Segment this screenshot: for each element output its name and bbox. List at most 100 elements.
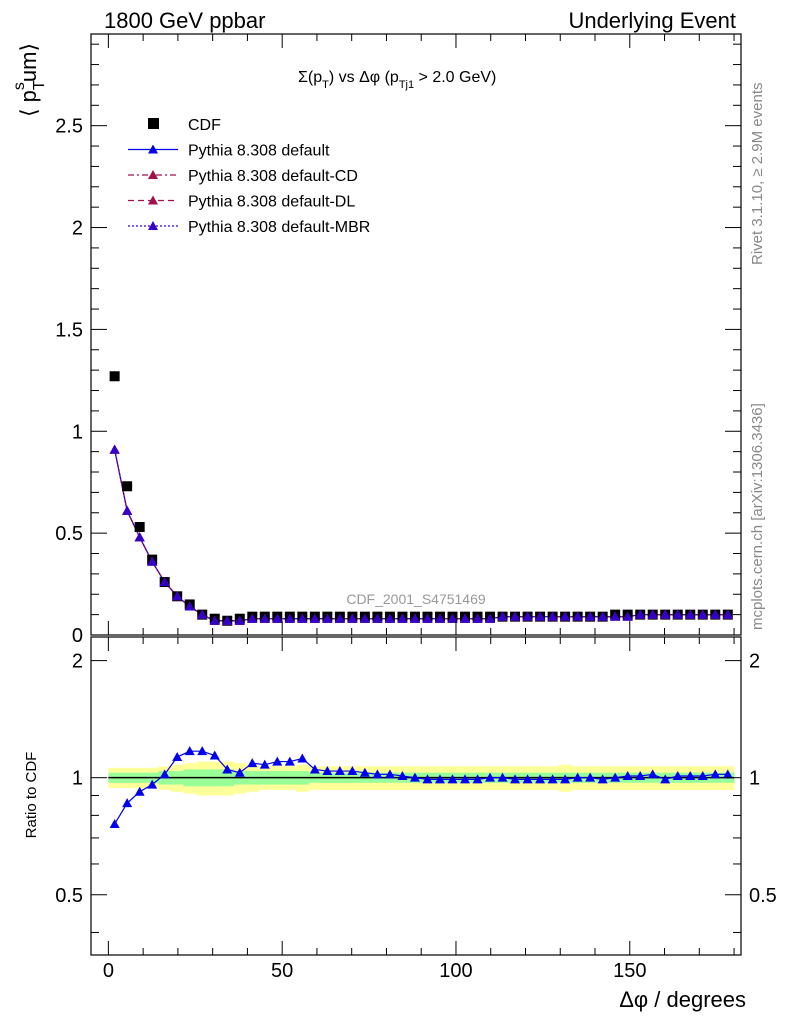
- ratio-point: [460, 774, 471, 784]
- main-ylabel: ⟨ pTsum⟩: [11, 43, 48, 117]
- ratio-point: [722, 769, 733, 779]
- ratio-point: [597, 774, 608, 784]
- ratio-point: [585, 772, 596, 782]
- mc-point-mbr: [197, 609, 208, 619]
- legend-label: Pythia 8.308 default-CD: [188, 168, 358, 185]
- mc-point-mbr: [535, 611, 546, 621]
- ratio-point: [334, 766, 345, 776]
- x-tick-label: 0: [103, 960, 114, 982]
- y-tick-label: 2: [72, 218, 83, 240]
- y-tick-label: 0: [72, 625, 83, 647]
- mc-point-mbr: [172, 591, 183, 601]
- mc-point-mbr: [147, 556, 158, 566]
- header-right: Underlying Event: [568, 8, 736, 33]
- mc-point-mbr: [597, 611, 608, 621]
- ratio-point: [272, 756, 283, 766]
- legend-marker-cdf: [148, 118, 159, 129]
- ratio-point: [197, 746, 208, 756]
- ratio-point: [547, 774, 558, 784]
- ratio-point: [297, 753, 308, 763]
- header-left: 1800 GeV ppbar: [104, 8, 265, 33]
- legend-label: CDF: [188, 117, 221, 134]
- cdf-point: [134, 522, 145, 533]
- rivet-label: Rivet 3.1.10, ≥ 2.9M events: [749, 83, 766, 266]
- mc-point-mbr: [722, 609, 733, 619]
- ratio-ylabel: Ratio to CDF: [23, 752, 40, 839]
- mc-point-mbr: [647, 609, 658, 619]
- legend-label: Pythia 8.308 default-DL: [188, 194, 355, 211]
- ratio-point: [372, 769, 383, 779]
- mc-point-mbr: [685, 609, 696, 619]
- legend-label: Pythia 8.308 default-MBR: [188, 219, 370, 236]
- ratio-point: [322, 766, 333, 776]
- mc-point-mbr: [447, 613, 458, 623]
- ratio-point: [647, 769, 658, 779]
- mc-point-mbr: [384, 613, 395, 623]
- ratio-point: [309, 764, 320, 774]
- legend-marker-cd: [148, 170, 158, 179]
- mc-point-mbr: [184, 601, 195, 611]
- axis-ticks: [91, 34, 741, 955]
- ratio-point: [247, 758, 258, 768]
- markers: [109, 371, 733, 829]
- ratio-point: [710, 769, 721, 779]
- mc-point-mbr: [322, 613, 333, 623]
- ratio-point: [685, 771, 696, 781]
- ratio-point: [522, 774, 533, 784]
- mc-point-mbr: [547, 611, 558, 621]
- mc-point-mbr: [209, 615, 220, 625]
- ratio-point: [384, 769, 395, 779]
- watermark: CDF_2001_S4751469: [346, 591, 486, 607]
- mc-point-mbr: [460, 613, 471, 623]
- ratio-point: [147, 779, 158, 789]
- axes-frames: [90, 33, 742, 956]
- mc-point-mbr: [372, 613, 383, 623]
- ratio-y-tick-label-right: 2: [749, 651, 760, 673]
- ratio-point: [535, 774, 546, 784]
- ratio-point: [409, 772, 420, 782]
- ratio-point: [560, 774, 571, 784]
- mc-point-mbr: [234, 615, 245, 625]
- mc-point-mbr: [334, 613, 345, 623]
- ratio-point: [635, 771, 646, 781]
- mc-point-mbr: [422, 613, 433, 623]
- mc-point-mbr: [485, 613, 496, 623]
- ratio-y-tick-label-right: 1: [749, 768, 760, 790]
- mc-point-mbr: [434, 613, 445, 623]
- mc-point-mbr: [497, 611, 508, 621]
- ratio-point: [184, 746, 195, 756]
- mc-point-mbr: [472, 613, 483, 623]
- ratio-point: [610, 772, 621, 782]
- ratio-point: [497, 772, 508, 782]
- mc-point-mbr: [272, 613, 283, 623]
- ratio-y-tick-label: 0.5: [55, 885, 83, 907]
- mc-point-mbr: [610, 611, 621, 621]
- mc-point-mbr: [247, 613, 258, 623]
- ratio-point: [447, 774, 458, 784]
- ratio-point: [434, 774, 445, 784]
- ratio-point: [622, 771, 633, 781]
- ratio-point: [122, 798, 133, 808]
- ratio-point: [359, 767, 370, 777]
- ratio-frame: [90, 636, 742, 956]
- ratio-point: [510, 774, 521, 784]
- ratio-point: [234, 767, 245, 777]
- ratio-point: [697, 771, 708, 781]
- x-tick-label: 150: [613, 960, 646, 982]
- mc-point-mbr: [109, 444, 120, 454]
- mc-point-mbr: [660, 609, 671, 619]
- mc-point-mbr: [710, 609, 721, 619]
- mc-point-mbr: [522, 611, 533, 621]
- mc-point-mbr: [222, 615, 233, 625]
- ratio-y-tick-label: 1: [72, 768, 83, 790]
- ratio-point: [472, 774, 483, 784]
- ratio-point: [209, 750, 220, 760]
- y-tick-label: 1.5: [55, 319, 83, 341]
- mc-point-mbr: [672, 609, 683, 619]
- ratio-point: [259, 759, 270, 769]
- mc-point-mbr: [309, 613, 320, 623]
- main-frame: [90, 33, 742, 636]
- ratio-point: [422, 774, 433, 784]
- legend-label: Pythia 8.308 default: [188, 143, 330, 160]
